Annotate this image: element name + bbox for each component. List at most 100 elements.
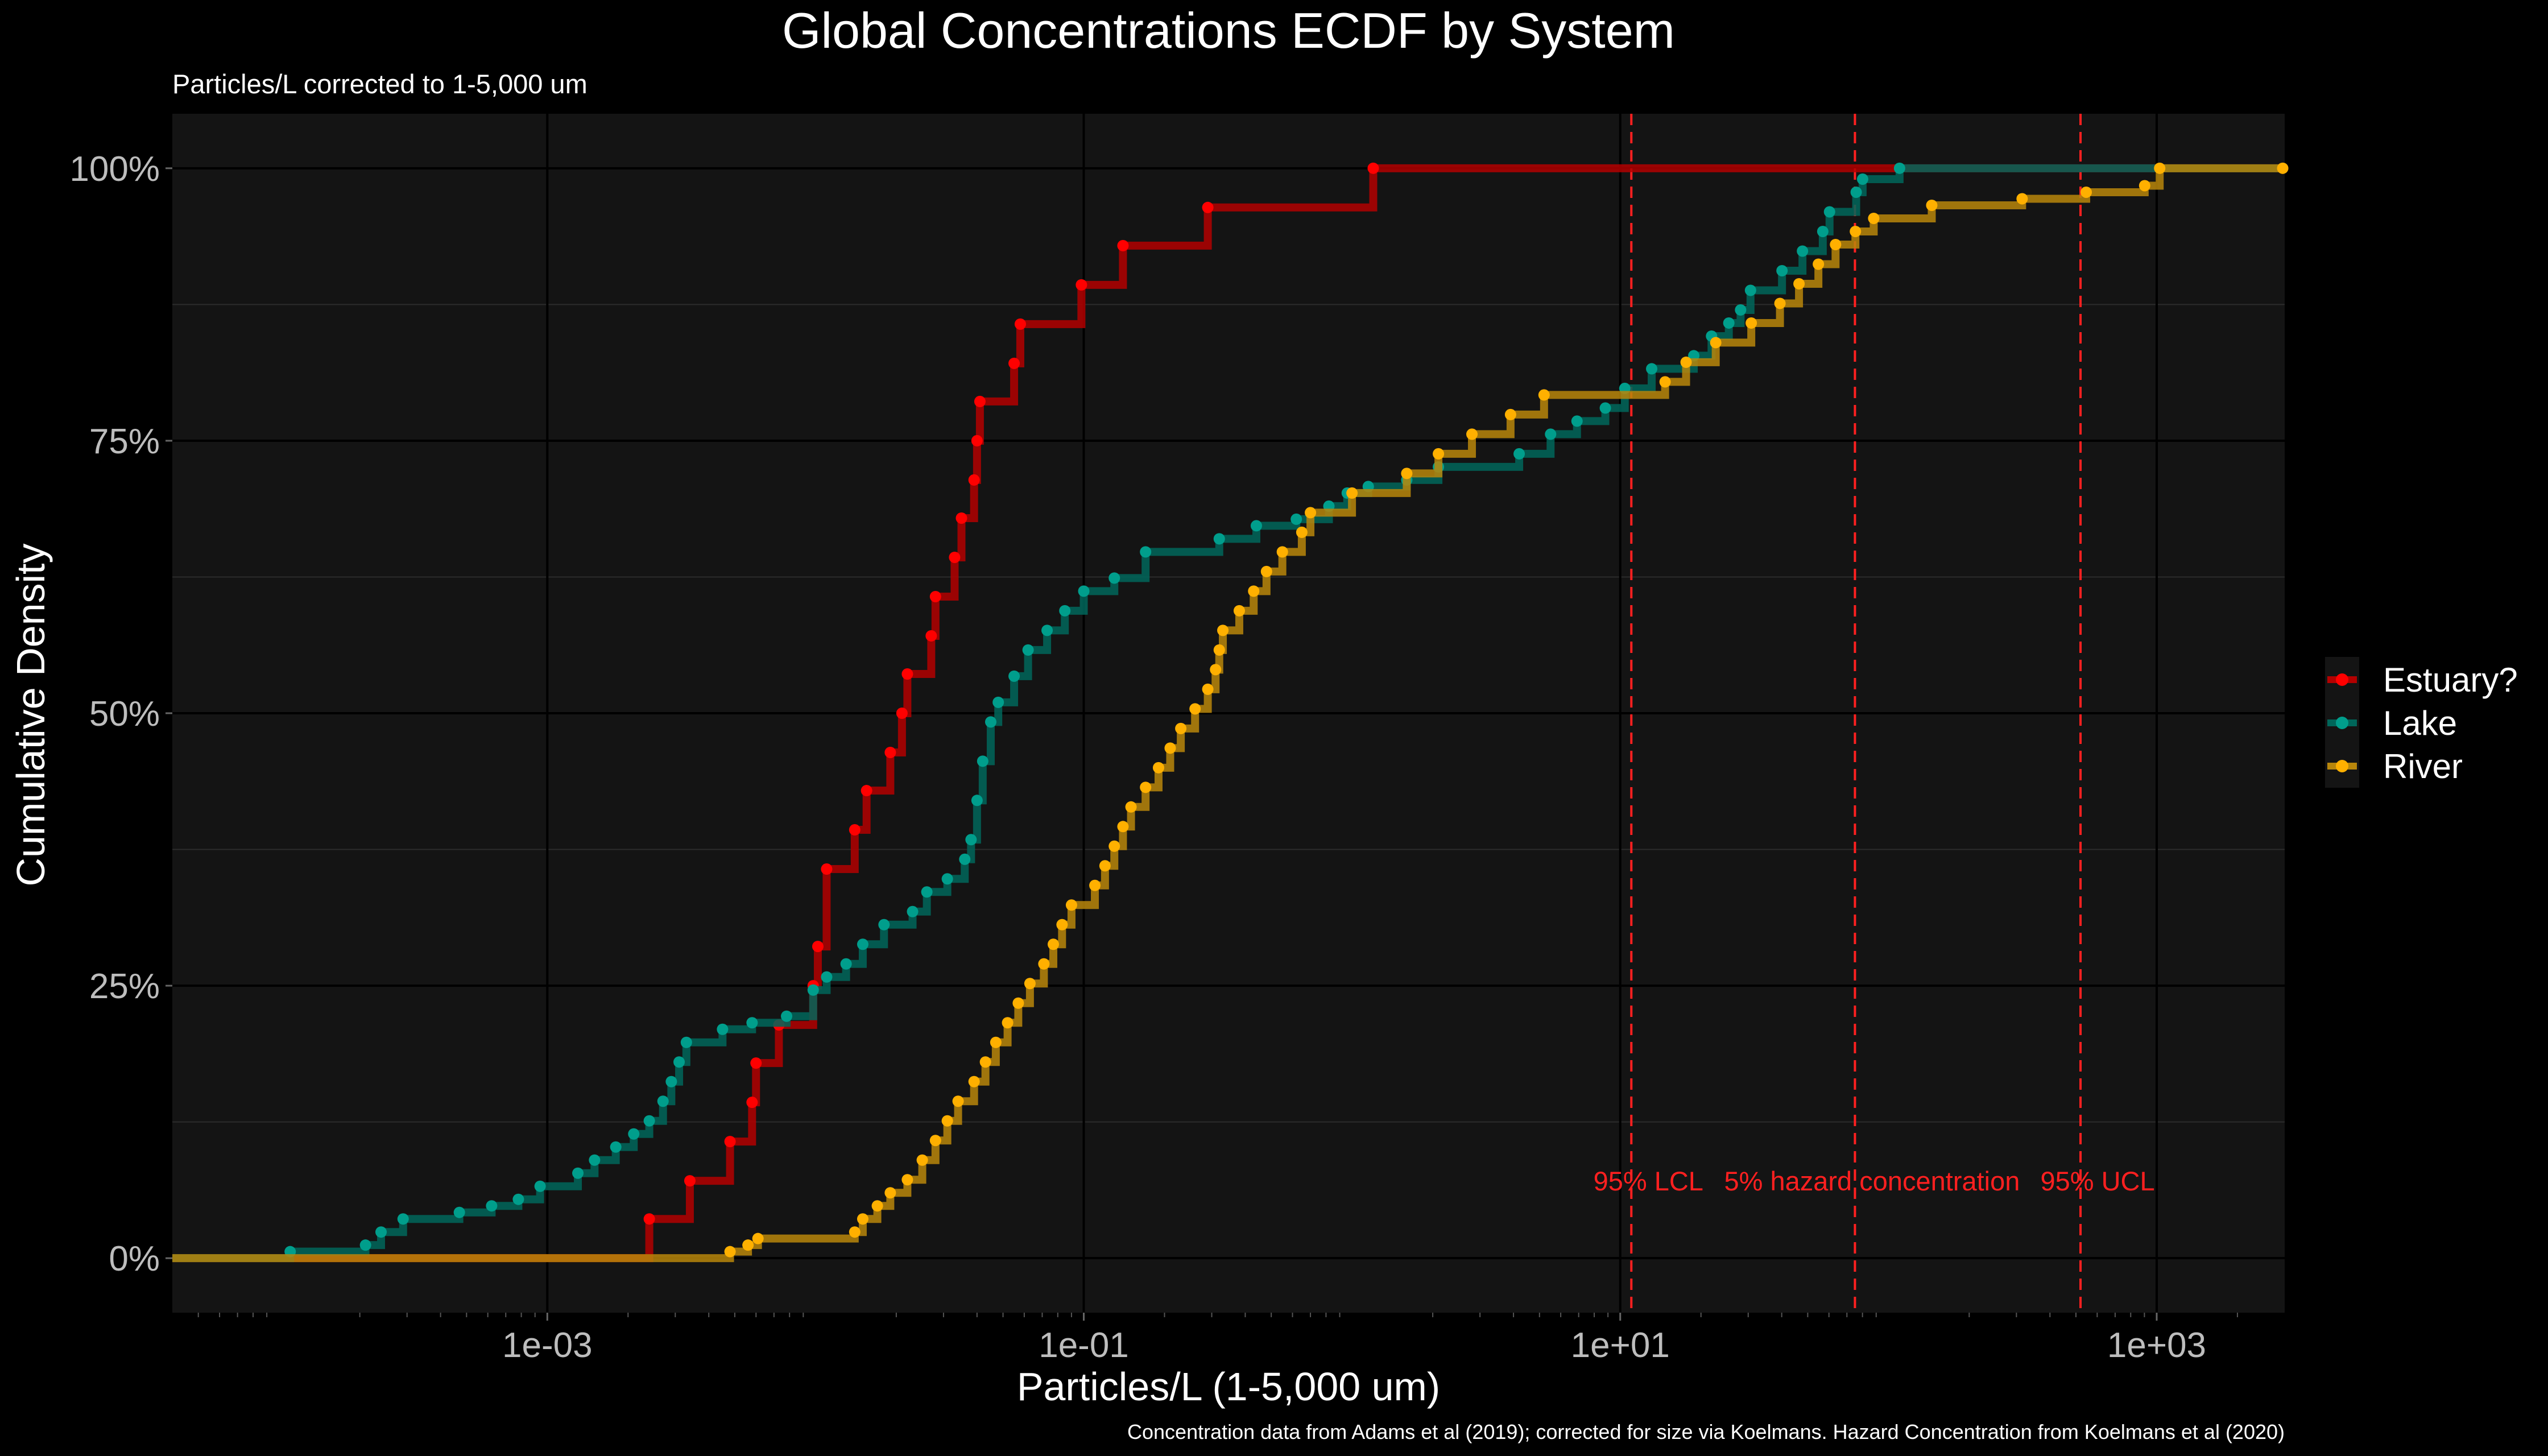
data-point — [1830, 238, 1842, 250]
legend-key-point — [2336, 673, 2348, 686]
data-point — [1401, 468, 1413, 479]
data-point — [610, 1141, 622, 1153]
data-point — [979, 1056, 991, 1068]
legend-key-point — [2336, 717, 2348, 729]
data-point — [680, 1036, 692, 1048]
y-tick-label: 25% — [89, 967, 160, 1006]
data-point — [1002, 1017, 1014, 1029]
data-point — [1250, 520, 1262, 532]
data-point — [1545, 428, 1557, 440]
data-point — [1680, 356, 1692, 368]
data-point — [1056, 919, 1068, 930]
data-point — [857, 938, 868, 950]
data-point — [1024, 978, 1036, 990]
data-point — [2138, 180, 2150, 192]
data-point — [1745, 317, 1757, 329]
data-point — [1022, 644, 1034, 656]
data-point — [1140, 546, 1152, 558]
x-axis-title: Particles/L (1-5,000 um) — [1017, 1364, 1440, 1409]
y-tick-label: 0% — [109, 1239, 160, 1279]
data-point — [840, 958, 852, 970]
data-point — [871, 1200, 883, 1212]
data-point — [959, 853, 971, 865]
data-point — [781, 1010, 793, 1022]
series-river — [172, 162, 2289, 1263]
x-tick-label: 1e-01 — [1039, 1326, 1129, 1365]
data-point — [1189, 703, 1201, 715]
data-point — [821, 971, 833, 983]
data-point — [752, 1232, 764, 1244]
data-point — [1152, 762, 1164, 774]
data-point — [1217, 624, 1229, 636]
data-point — [1276, 546, 1288, 558]
data-point — [1210, 664, 1222, 676]
data-point — [1140, 781, 1152, 793]
data-point — [1305, 507, 1317, 519]
x-tick-label: 1e+03 — [2107, 1326, 2206, 1365]
data-point — [1290, 513, 1302, 525]
data-point — [2277, 162, 2289, 174]
data-point — [849, 824, 861, 836]
data-point — [643, 1213, 655, 1225]
data-point — [1723, 317, 1735, 329]
data-point — [742, 1239, 754, 1251]
data-point — [925, 630, 937, 642]
data-point — [968, 1076, 980, 1087]
data-point — [1776, 264, 1788, 276]
y-tick-label: 50% — [89, 694, 160, 734]
data-point — [812, 941, 824, 953]
data-point — [1108, 840, 1120, 852]
data-point — [884, 746, 896, 758]
data-point — [990, 1036, 1002, 1048]
data-point — [1202, 201, 1214, 213]
data-point — [1089, 879, 1101, 891]
data-point — [657, 1095, 669, 1107]
data-point — [1793, 278, 1805, 289]
reference-label: 5% hazard concentration — [1724, 1166, 2020, 1196]
data-point — [684, 1175, 696, 1187]
data-point — [857, 1213, 868, 1225]
legend-label: Estuary? — [2383, 661, 2518, 699]
data-point — [956, 512, 967, 524]
ecdf-step-line — [172, 164, 2285, 1263]
reference-labels: 95% LCL 5% hazard concentration 95% UCL — [1594, 1166, 2155, 1196]
data-point — [1646, 363, 1658, 375]
x-tick-label: 1e-03 — [502, 1326, 593, 1365]
data-point — [1078, 585, 1090, 597]
y-tick-label: 75% — [89, 422, 160, 461]
data-point — [1260, 565, 1272, 577]
data-point — [1774, 297, 1786, 309]
data-point — [717, 1023, 729, 1035]
data-point — [1041, 624, 1053, 636]
data-point — [1571, 415, 1583, 427]
data-point — [896, 708, 908, 719]
data-point — [1868, 212, 1880, 224]
data-point — [971, 435, 983, 446]
data-point — [1117, 239, 1129, 251]
data-point — [1744, 284, 1756, 296]
data-point — [1213, 644, 1225, 656]
data-point — [901, 668, 913, 680]
data-point — [971, 795, 983, 806]
chart-caption: Concentration data from Adams et al (201… — [1127, 1420, 2285, 1443]
data-point — [968, 474, 980, 486]
data-point — [941, 873, 953, 885]
data-point — [375, 1226, 387, 1238]
data-point — [884, 1187, 896, 1199]
data-point — [746, 1097, 758, 1108]
data-point — [929, 590, 941, 602]
data-point — [2154, 162, 2166, 174]
data-point — [643, 1115, 655, 1127]
series-estuary — [172, 162, 2285, 1263]
data-point — [1817, 225, 1829, 237]
data-point — [1513, 448, 1525, 460]
data-point — [359, 1239, 371, 1251]
data-point — [1893, 162, 1905, 174]
data-point — [1346, 487, 1358, 499]
minor-gridlines — [172, 304, 2285, 1123]
data-point — [1538, 389, 1550, 401]
data-point — [397, 1213, 409, 1225]
data-point — [1108, 572, 1120, 584]
data-point — [1008, 357, 1020, 369]
data-point — [724, 1246, 736, 1258]
